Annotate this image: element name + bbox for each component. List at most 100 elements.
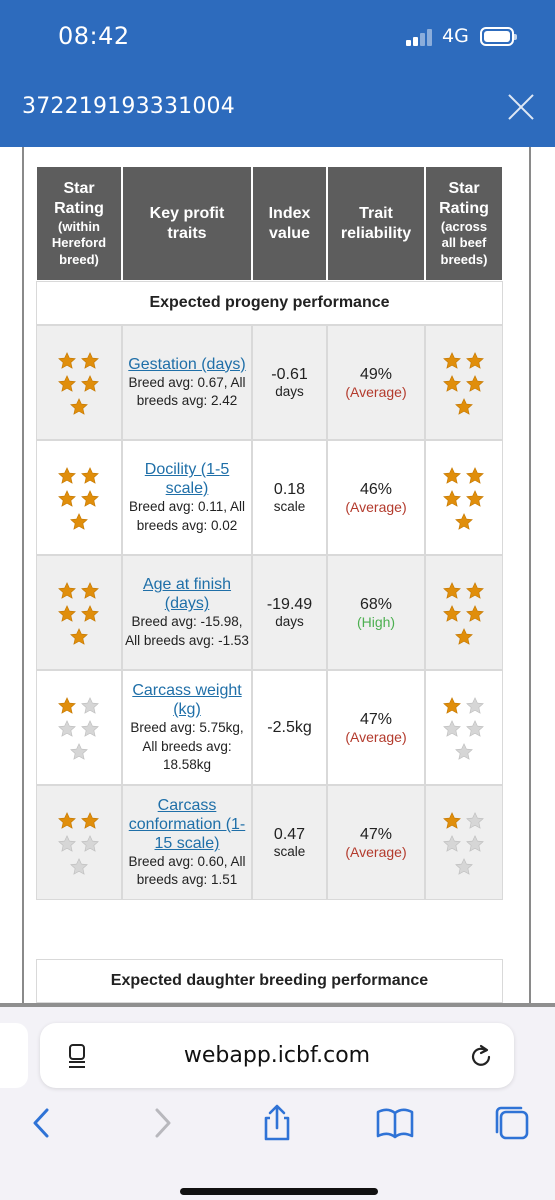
star-icon	[58, 719, 76, 738]
star-icon	[455, 512, 473, 531]
star-icon	[443, 489, 461, 508]
column-header-subline: breeds)	[440, 251, 488, 267]
reliability-cell: 49% (Average)	[327, 325, 425, 440]
column-header-line: Key profit	[149, 204, 225, 222]
star-icon	[443, 604, 461, 623]
trait-link[interactable]: Docility (1-5 scale)	[144, 461, 230, 498]
index-value: 0.47 scale	[274, 825, 306, 860]
column-header: Key profit traits	[122, 167, 252, 281]
reliability-percent: 49%	[359, 365, 393, 383]
index-value: -0.61 days	[271, 365, 307, 400]
star-icon	[58, 834, 76, 853]
reload-icon[interactable]	[468, 1043, 494, 1069]
star-icon	[81, 834, 99, 853]
share-icon[interactable]	[257, 1103, 297, 1143]
index-unit: days	[275, 614, 304, 629]
index-cell: -0.61 days	[252, 325, 327, 440]
star-icon	[455, 857, 473, 876]
stars-within-breed	[36, 785, 122, 900]
table-row: Docility (1-5 scale) Breed avg: 0.11, All…	[36, 440, 503, 555]
next-section-title: Expected daughter breeding performance	[36, 959, 503, 1003]
star-icon	[466, 466, 484, 485]
star-icon	[81, 374, 99, 393]
trait-averages: Breed avg: 5.75kg, All breeds avg: 18.58…	[130, 720, 244, 772]
column-header: Star Rating (across all beef breeds)	[425, 167, 503, 281]
column-header-line: Star	[448, 180, 480, 198]
web-content: Star Rating (within Hereford breed) Key profi…	[0, 147, 555, 1003]
reliability-value: 68% (High)	[357, 595, 395, 631]
forward-icon[interactable]	[142, 1103, 182, 1143]
trait-link[interactable]: Carcass conformation (1-15 scale)	[128, 796, 246, 852]
page-title: 372219193331004	[22, 94, 235, 119]
column-header: Index value	[252, 167, 327, 281]
index-cell: -19.49 days	[252, 555, 327, 670]
index-number: 0.47	[273, 825, 306, 843]
stars-across-breeds	[425, 325, 503, 440]
column-header-subline: breed)	[59, 251, 99, 267]
index-unit: scale	[273, 844, 306, 859]
star-icon	[58, 581, 76, 600]
reliability-cell: 46% (Average)	[327, 440, 425, 555]
star-icon	[455, 742, 473, 761]
star-icon	[58, 374, 76, 393]
index-cell: -2.5kg	[252, 670, 327, 785]
address-bar[interactable]: webapp.icbf.com	[40, 1023, 514, 1088]
table-header: Star Rating (within Hereford breed) Key profi…	[36, 167, 503, 281]
star-icon	[443, 719, 461, 738]
star-icon	[81, 489, 99, 508]
star-icon	[443, 351, 461, 370]
index-cell: 0.47 scale	[252, 785, 327, 900]
star-rating-across	[439, 578, 489, 648]
reliability-percent: 47%	[359, 825, 393, 843]
stars-across-breeds	[425, 555, 503, 670]
star-icon	[466, 374, 484, 393]
index-unit: scale	[273, 499, 306, 514]
reliability-value: 49% (Average)	[345, 365, 406, 401]
back-icon[interactable]	[22, 1103, 62, 1143]
reliability-cell: 47% (Average)	[327, 785, 425, 900]
battery-icon	[480, 27, 517, 46]
tabs-icon[interactable]	[492, 1103, 532, 1143]
star-icon	[81, 351, 99, 370]
star-icon	[466, 811, 484, 830]
column-header-line: Index	[268, 204, 311, 222]
star-icon	[466, 696, 484, 715]
trait-cell: Carcass weight (kg) Breed avg: 5.75kg, Al…	[122, 670, 252, 785]
url-text[interactable]: webapp.icbf.com	[183, 1043, 371, 1068]
column-header: Trait reliability	[327, 167, 425, 281]
trait-averages: Breed avg: -15.98, All breeds avg: -1.53	[125, 614, 249, 648]
reliability-level: (Average)	[345, 843, 407, 860]
trait-link[interactable]: Gestation (days)	[128, 355, 246, 373]
column-header-line: traits	[167, 224, 207, 242]
reader-icon[interactable]	[66, 1043, 88, 1069]
column-header-line: value	[269, 224, 310, 242]
star-icon	[466, 719, 484, 738]
column-header-subline: (within	[58, 219, 100, 235]
star-icon	[466, 581, 484, 600]
browser-toolbar: webapp.icbf.com	[0, 1003, 555, 1200]
trait-averages: Breed avg: 0.67, All breeds avg: 2.42	[128, 374, 246, 409]
star-icon	[70, 857, 88, 876]
close-icon[interactable]	[506, 92, 536, 122]
reliability-percent: 46%	[359, 480, 393, 498]
bookmarks-icon[interactable]	[375, 1103, 415, 1143]
trait-link[interactable]: Carcass weight (kg)	[132, 681, 242, 719]
reliability-value: 47% (Average)	[345, 710, 406, 746]
previous-tab-edge[interactable]	[0, 1023, 28, 1088]
trait-link[interactable]: Age at finish (days)	[142, 576, 232, 613]
column-header-subline: Hereford	[51, 235, 107, 251]
star-icon	[81, 811, 99, 830]
column-header: Star Rating (within Hereford breed)	[36, 167, 122, 281]
column-header-line: Rating	[439, 200, 489, 218]
reliability-level: (Average)	[345, 498, 407, 515]
table-row: Gestation (days) Breed avg: 0.67, All bre…	[36, 325, 503, 440]
star-icon	[58, 466, 76, 485]
index-value: -19.49 days	[267, 595, 312, 630]
star-icon	[58, 351, 76, 370]
stars-within-breed	[36, 440, 122, 555]
star-icon	[58, 811, 76, 830]
table-row: Carcass conformation (1-15 scale) Breed a…	[36, 785, 503, 900]
stars-within-breed	[36, 555, 122, 670]
column-header-line: Star	[63, 180, 95, 198]
app-header: 08:42 4G 372219193331004	[0, 0, 555, 147]
